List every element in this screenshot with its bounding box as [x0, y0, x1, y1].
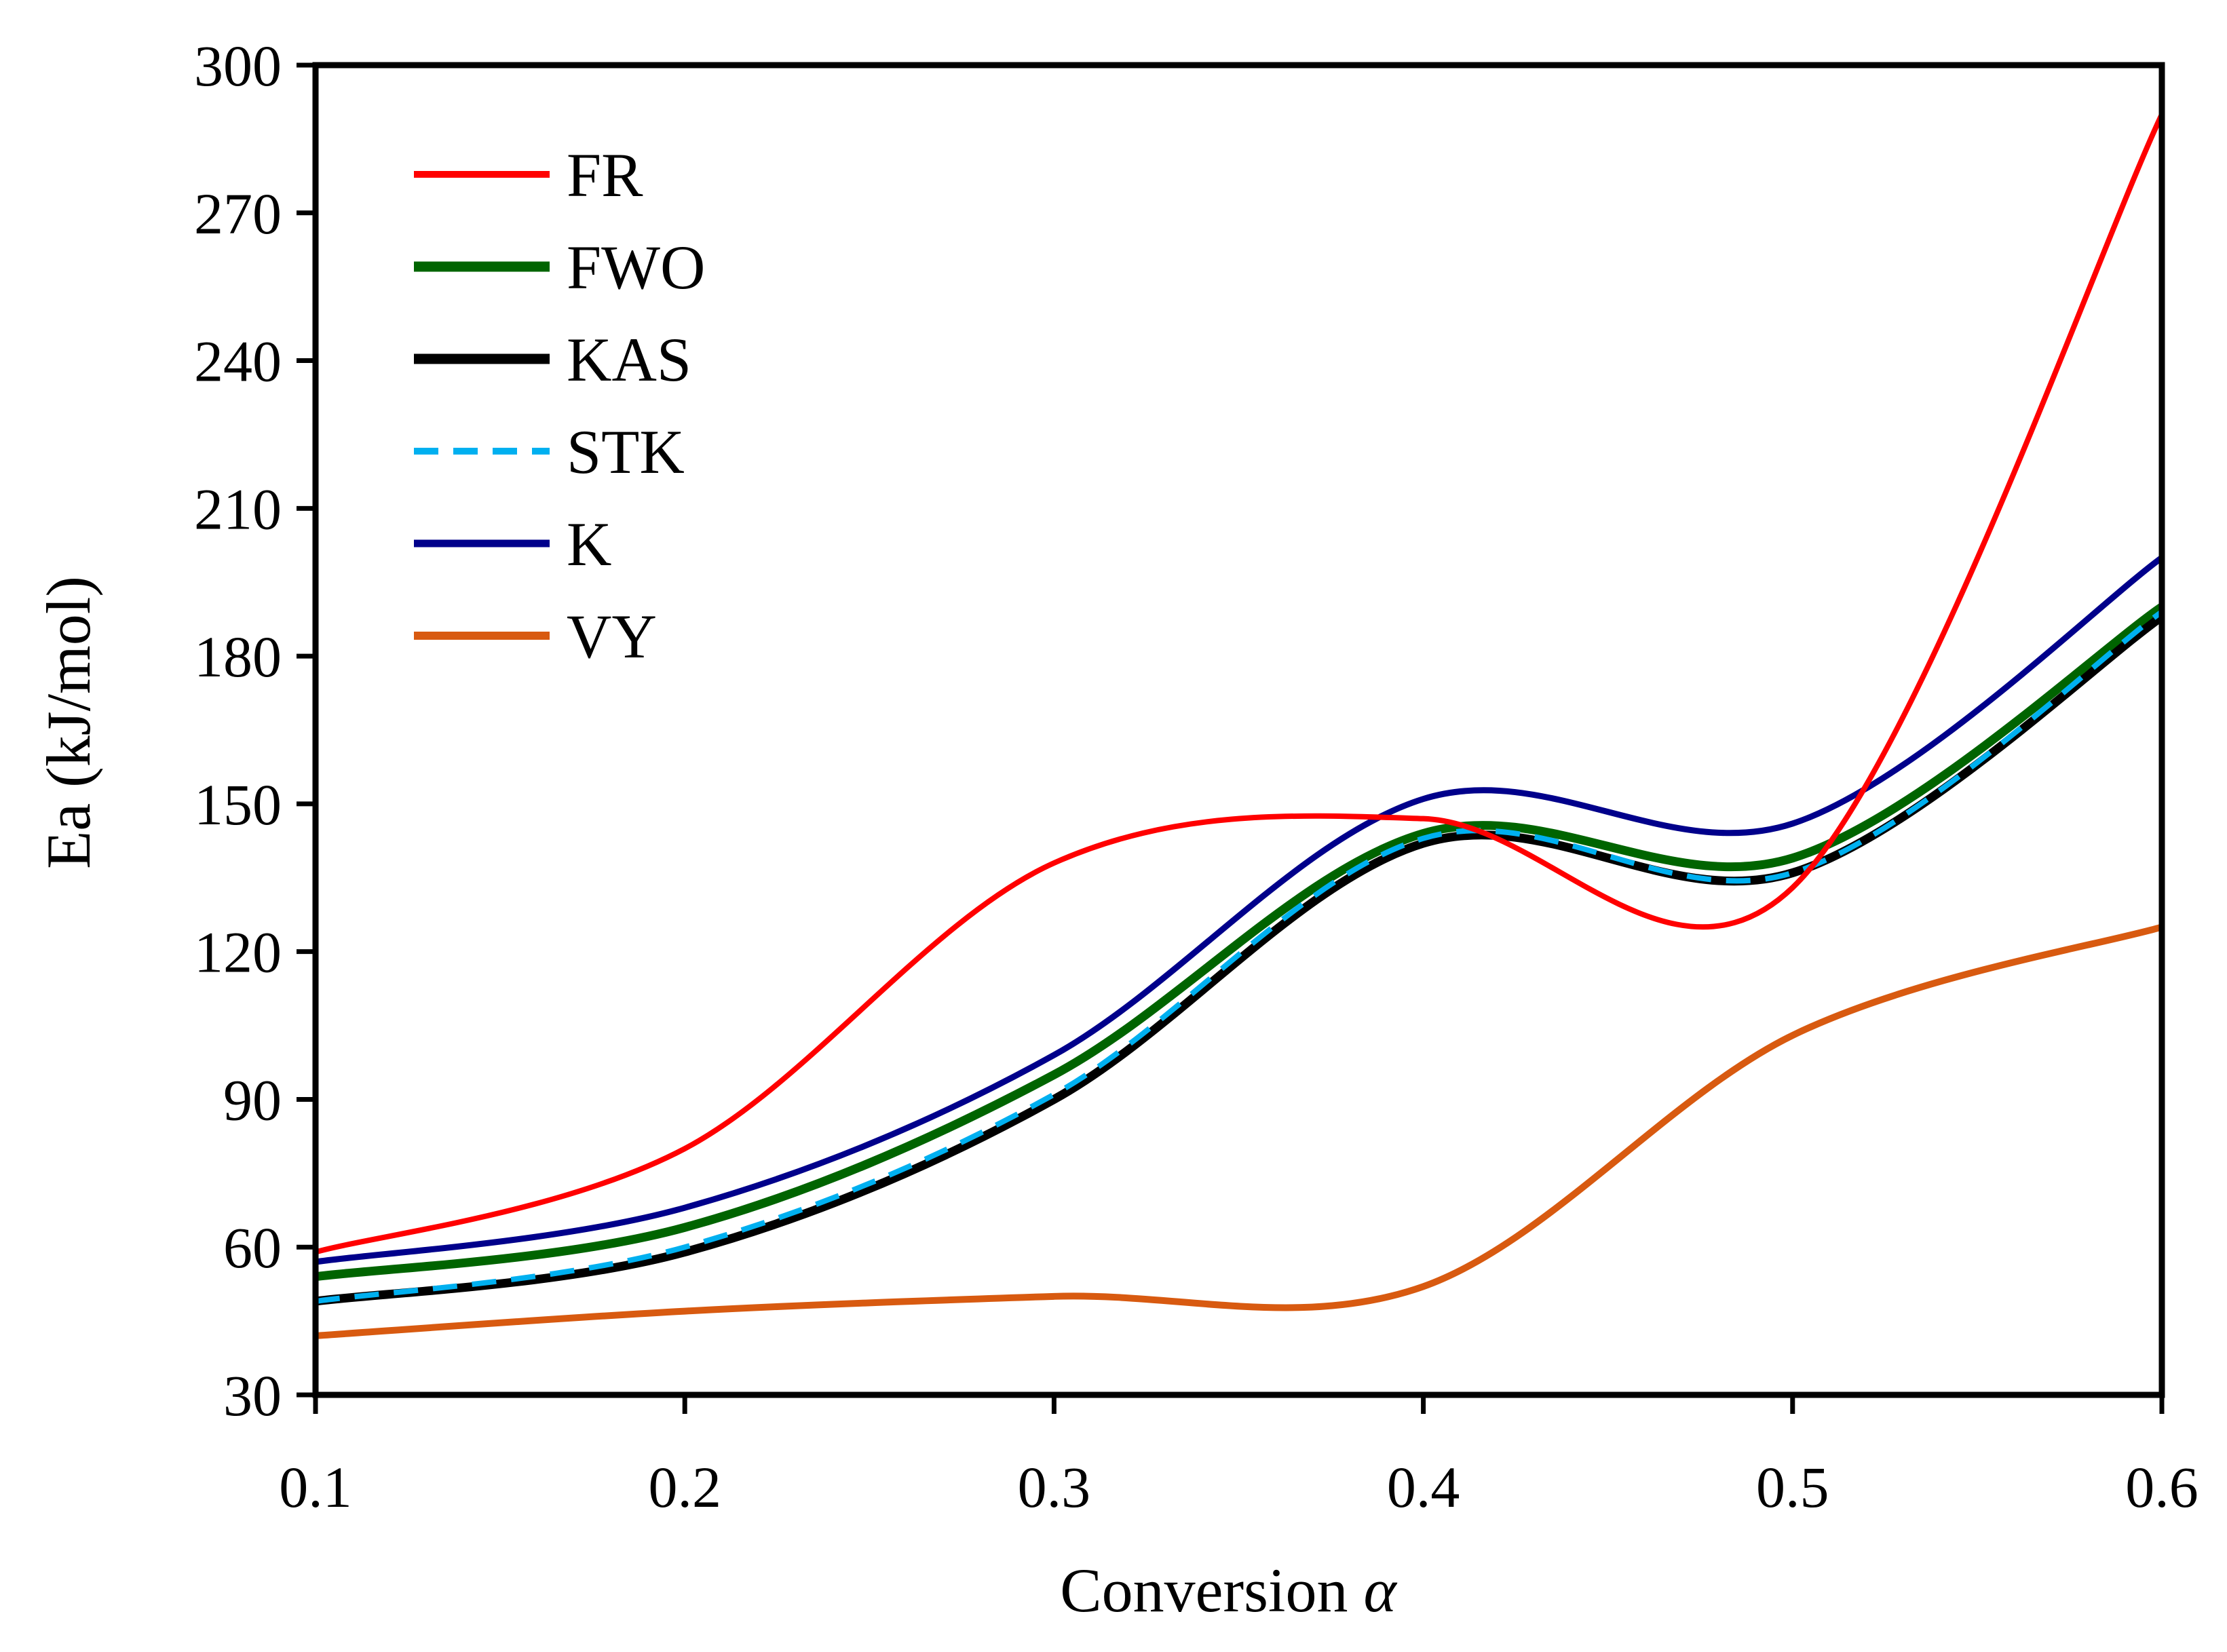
legend-label-vy: VY [567, 602, 657, 671]
legend-label-stk: STK [567, 417, 685, 486]
ticks-layer: 30 60 90 120 150 180 210 240 270 300 0.1 0.2 0.3 0.4 0… [194, 33, 2199, 1520]
legend-label-k: K [567, 510, 611, 579]
y-tick-label: 120 [194, 920, 282, 985]
y-tick-label: 150 [194, 772, 282, 837]
series-line-fwo [315, 603, 2165, 1282]
y-tick-label: 90 [223, 1067, 282, 1132]
x-tick-label: 0.3 [1018, 1455, 1091, 1520]
x-axis-title-symbol: α [1363, 1556, 1397, 1625]
x-tick-label: 0.4 [1387, 1455, 1460, 1520]
plot-frame [312, 62, 2165, 1398]
x-axis-title: Conversion α [1060, 1556, 1397, 1625]
x-tick-label: 0.2 [648, 1455, 721, 1520]
y-axis-title: Ea (kJ/mol) [34, 576, 103, 869]
x-axis-title-text: Conversion [1060, 1556, 1348, 1625]
series-line-fr [314, 113, 2165, 1255]
series-layer [314, 113, 2165, 1339]
y-tick-label: 180 [194, 624, 282, 689]
legend-label-fr: FR [567, 140, 643, 210]
x-tick-label: 0.5 [1756, 1455, 1829, 1520]
y-tick-label: 30 [223, 1363, 282, 1428]
y-tick-label: 60 [223, 1215, 282, 1280]
series-line-kas [315, 613, 2165, 1306]
x-tick-label: 0.6 [2125, 1455, 2199, 1520]
series-line-stk [315, 609, 2164, 1305]
x-tick-label: 0.1 [279, 1455, 352, 1520]
y-tick-label: 270 [194, 181, 282, 246]
legend-label-kas: KAS [567, 325, 691, 394]
y-tick-label: 300 [194, 33, 282, 98]
y-tick-label: 210 [194, 476, 282, 541]
legend-label-fwo: FWO [567, 233, 705, 302]
y-tick-label: 240 [194, 329, 282, 394]
series-line-vy [315, 923, 2163, 1339]
legend: FR FWO KAS STK K VY [414, 140, 705, 671]
